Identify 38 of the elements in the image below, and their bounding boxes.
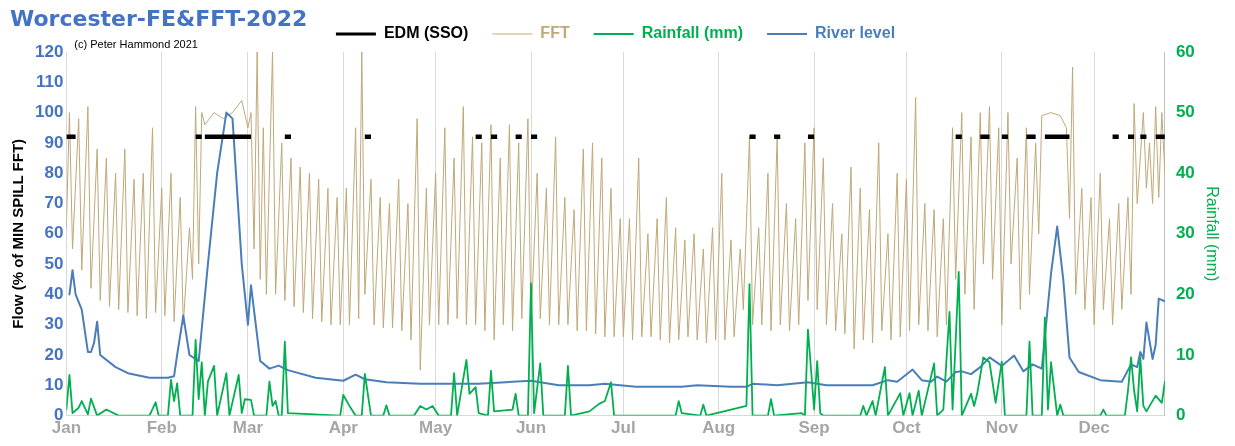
y-tick-label: 50 (44, 253, 64, 273)
legend-label: FFT (540, 24, 570, 42)
y-axis-title: Flow (% of MIN SPILL FFT) (9, 138, 27, 329)
legend-label: River level (815, 24, 896, 42)
y-tick-label: 70 (44, 193, 64, 213)
x-tick-label: Oct (892, 418, 921, 438)
y2-tick-label: 40 (1175, 162, 1195, 182)
x-tick-label: Nov (985, 418, 1019, 438)
chart-title: Worcester-FE&FFT-2022 (10, 6, 308, 31)
y2-axis-title: Rainfall (mm) (1203, 186, 1221, 282)
y2-tick-label: 30 (1175, 223, 1195, 243)
y-tick-label: 10 (44, 374, 64, 394)
x-tick-label: Aug (702, 418, 736, 438)
y-tick-label: 80 (44, 162, 64, 182)
y-tick-label: 100 (34, 102, 64, 122)
x-tick-label: Mar (232, 418, 264, 438)
y2-tick-label: 20 (1175, 284, 1195, 304)
text: (c) Peter Hammond 2021 (74, 37, 198, 50)
y2-tick-label: 50 (1175, 102, 1195, 122)
x-tick-label: May (419, 418, 453, 438)
y-tick-label: 120 (34, 41, 64, 61)
y-tick-label: 60 (44, 223, 64, 243)
x-tick-label: Apr (328, 418, 359, 438)
x-tick-label: Feb (146, 418, 177, 438)
y-tick-label: 30 (44, 314, 64, 334)
y-tick-label: 90 (44, 132, 64, 152)
y-tick-label: 110 (35, 71, 64, 91)
y-tick-label: 40 (44, 284, 64, 304)
x-tick-label: Sep (798, 418, 830, 438)
legend-label: EDM (SSO) (383, 24, 469, 42)
y2-tick-label: 60 (1175, 41, 1195, 61)
x-tick-label: Jun (515, 418, 547, 438)
y-tick-label: 20 (44, 344, 64, 364)
legend-label: Rainfall (mm) (641, 24, 744, 42)
y2-tick-label: 0 (1175, 405, 1186, 425)
x-tick-label: Dec (1078, 418, 1110, 438)
y2-tick-label: 10 (1175, 344, 1195, 364)
x-tick-label: Jul (611, 418, 636, 438)
